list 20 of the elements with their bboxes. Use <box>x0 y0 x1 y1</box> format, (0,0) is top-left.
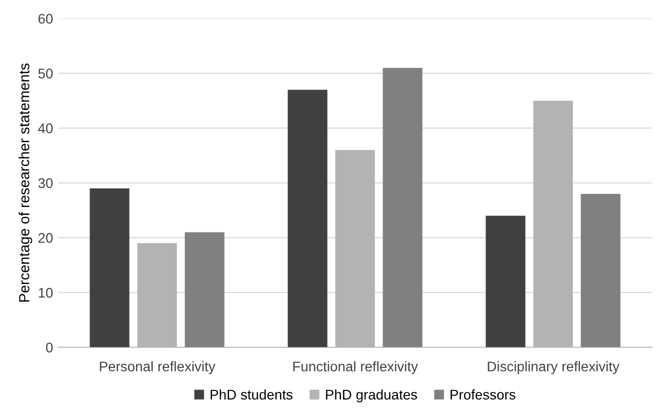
bar <box>486 216 526 348</box>
legend-label: PhD students <box>210 389 292 400</box>
y-tick-label: 40 <box>38 123 53 134</box>
bar <box>382 68 422 348</box>
bar <box>90 188 130 348</box>
y-tick-label: 30 <box>38 178 53 188</box>
y-axis-title: Percentage of researcher statements <box>18 63 32 302</box>
bar <box>580 194 620 348</box>
bar <box>184 232 224 348</box>
legend-label: Professors <box>450 389 516 400</box>
x-tick-label: Personal reflexivity <box>100 361 216 374</box>
x-tick-label: Disciplinary reflexivity <box>488 361 620 374</box>
legend-label: PhD graduates <box>326 389 418 402</box>
x-tick-label: Functional reflexivity <box>293 361 418 374</box>
bar <box>288 90 328 348</box>
y-tick-label: 10 <box>38 288 53 298</box>
y-tick-label: 50 <box>38 68 53 78</box>
y-tick-label: 0 <box>46 342 53 352</box>
y-tick-label: 60 <box>38 14 53 24</box>
y-tick-label: 20 <box>38 233 53 243</box>
